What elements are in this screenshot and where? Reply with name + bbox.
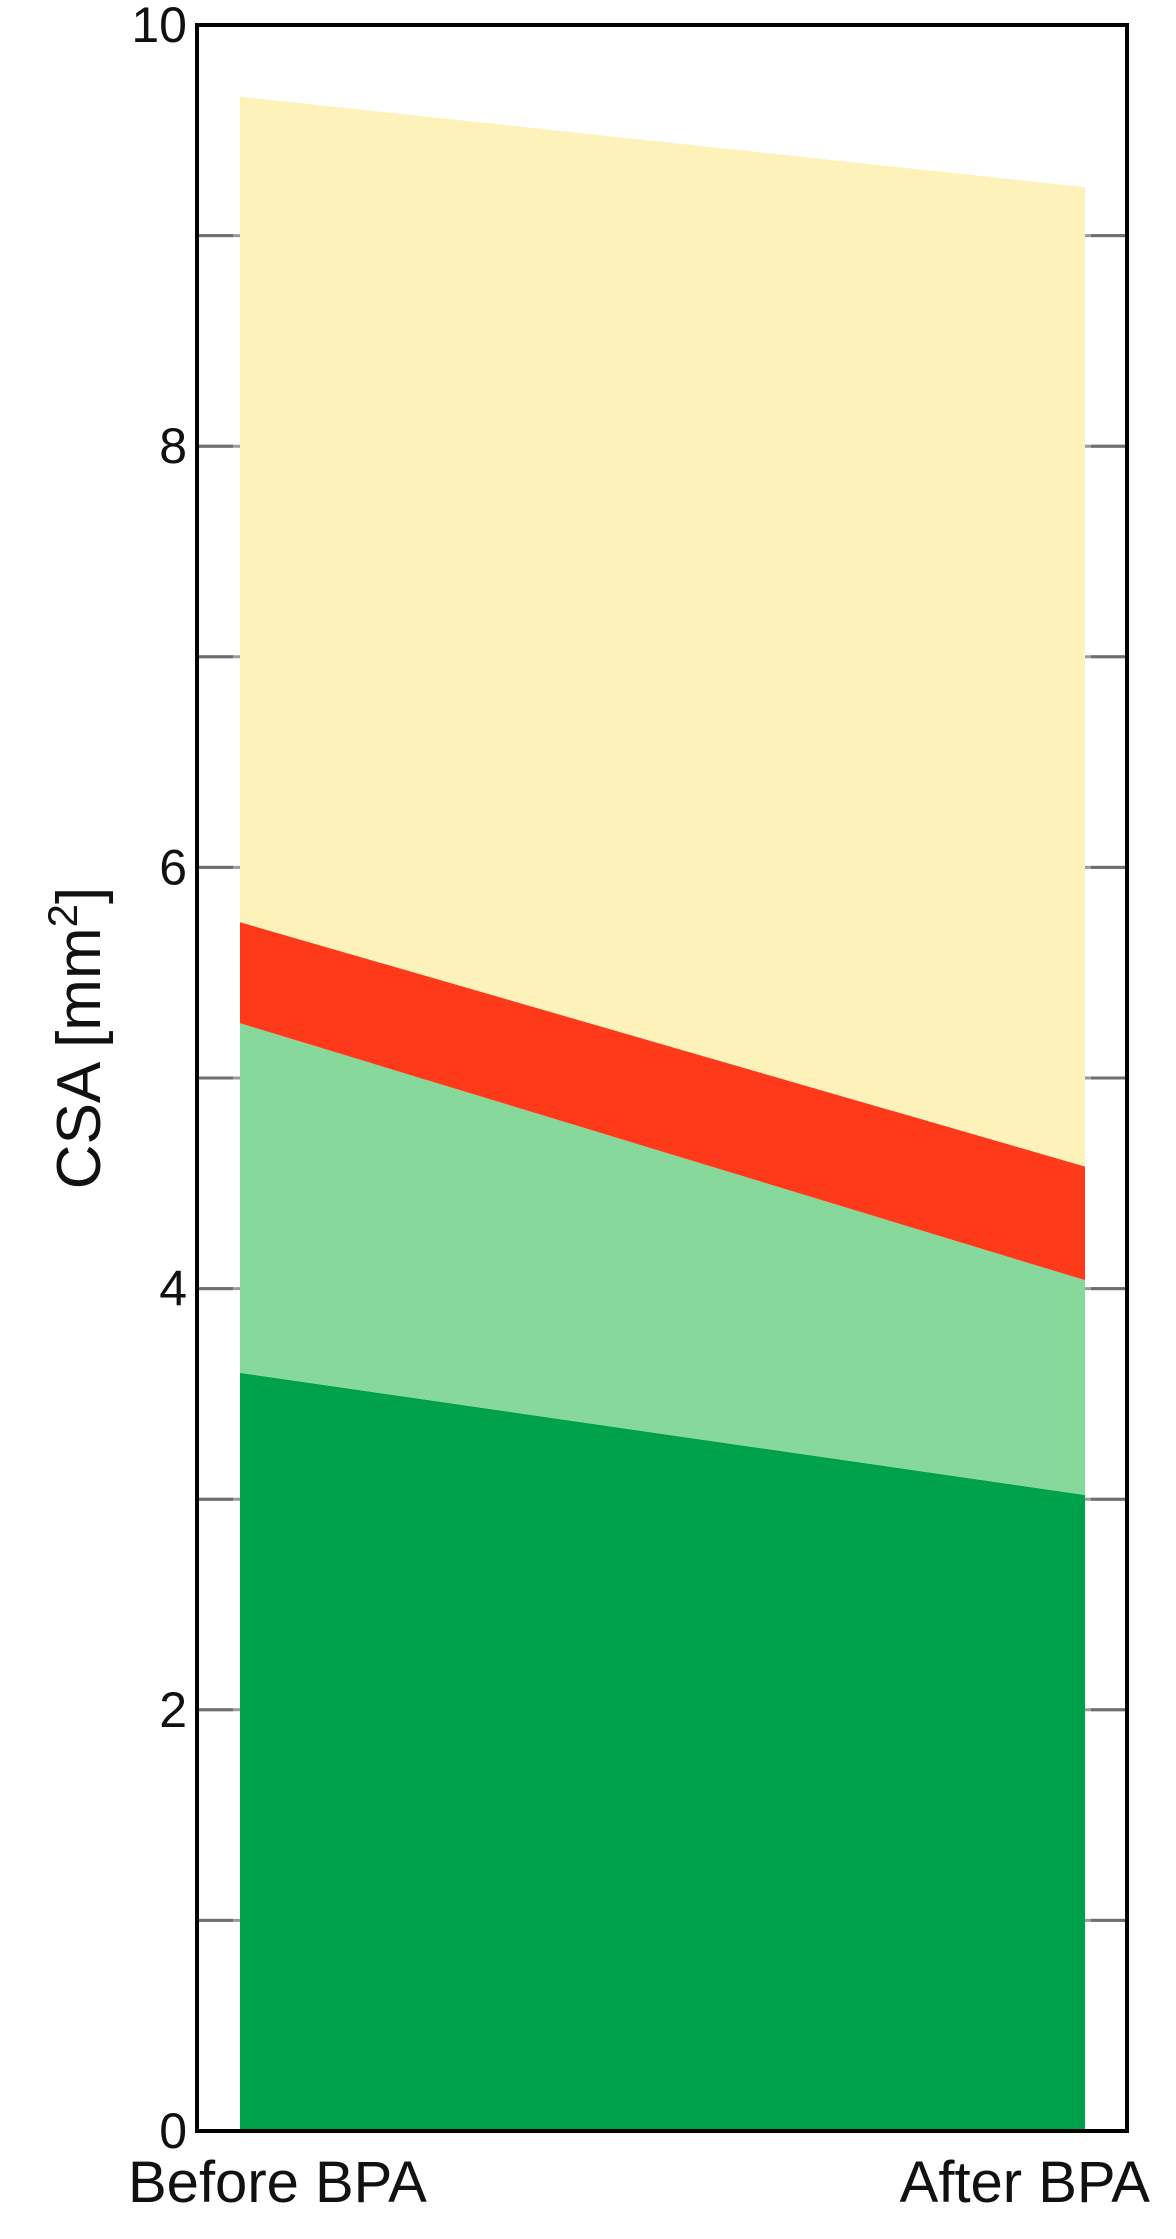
y-tick-label: 2 <box>159 1682 187 1738</box>
area-series-2 <box>240 1023 1085 1495</box>
area-series-4 <box>240 96 1085 1167</box>
x-category-label: After BPA <box>900 2150 1151 2215</box>
y-tick-label: 0 <box>159 2103 187 2159</box>
area-series-1 <box>240 1372 1085 2131</box>
axis-labels: 0 2 4 6 8 10 Before BPA After BPA <box>128 0 1150 2215</box>
y-axis-label-suffix: ] <box>45 887 114 904</box>
area-series-3 <box>240 922 1085 1281</box>
plot-frame <box>195 23 1129 2133</box>
y-axis-label-superscript: 2 <box>39 904 86 927</box>
y-tick-label: 4 <box>159 1261 187 1317</box>
y-axis-label: CSA [mm2] <box>39 887 115 1189</box>
y-tick-label: 10 <box>131 0 187 53</box>
y-tick-label: 8 <box>159 418 187 474</box>
y-tick-label: 6 <box>159 839 187 895</box>
y-axis-label-main: CSA [mm <box>45 927 114 1189</box>
area-series <box>240 96 1085 2131</box>
x-category-label: Before BPA <box>128 2150 427 2215</box>
